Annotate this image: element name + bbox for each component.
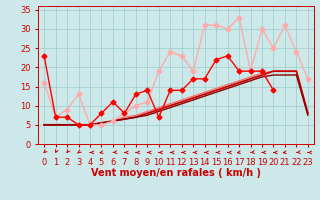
X-axis label: Vent moyen/en rafales ( km/h ): Vent moyen/en rafales ( km/h ) (91, 168, 261, 178)
